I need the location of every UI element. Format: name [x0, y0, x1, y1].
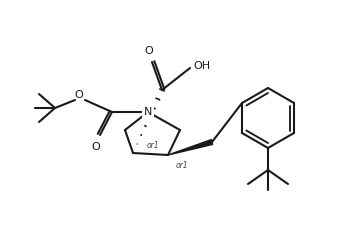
Polygon shape: [168, 140, 213, 155]
Text: or1: or1: [147, 140, 159, 150]
Text: or1: or1: [176, 161, 189, 169]
Text: O: O: [75, 90, 84, 100]
Text: OH: OH: [193, 61, 211, 71]
Text: N: N: [144, 107, 152, 117]
Text: O: O: [145, 46, 153, 56]
Text: O: O: [92, 142, 100, 152]
